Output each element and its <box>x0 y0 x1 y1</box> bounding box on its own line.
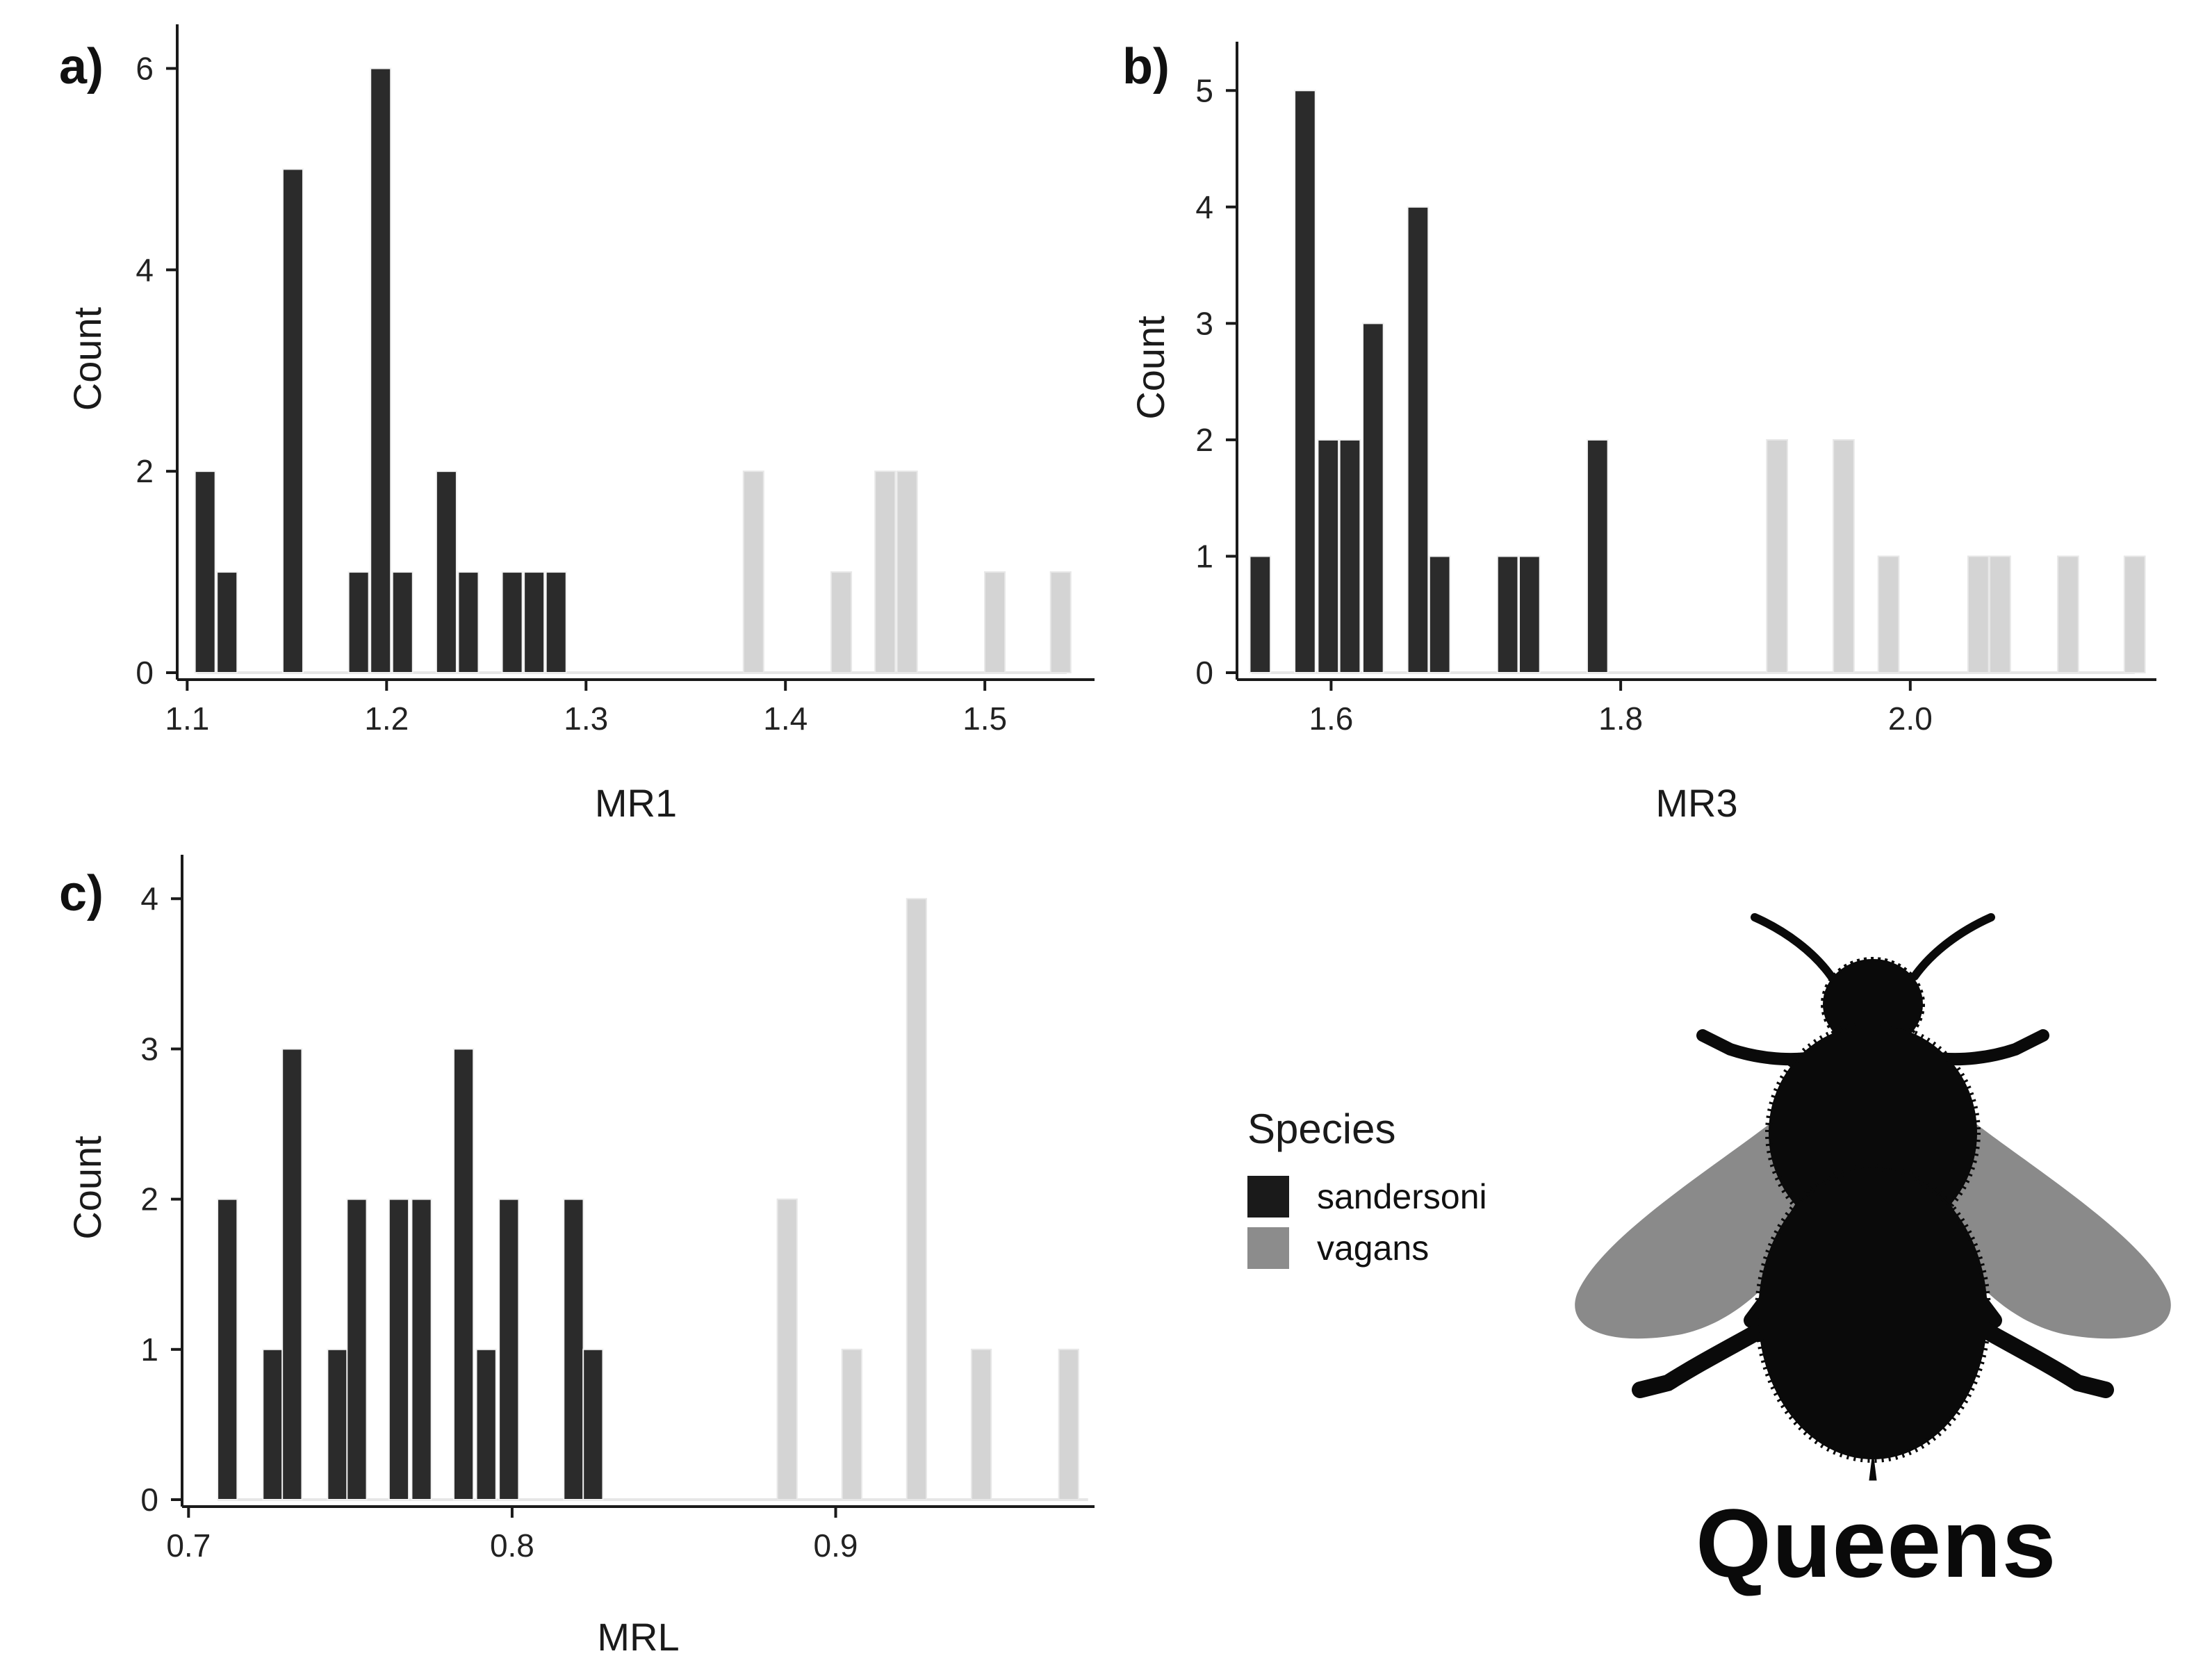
panel-c-y-tick-label: 1 <box>140 1331 158 1368</box>
panel-a-bar-sandersoni <box>194 470 216 674</box>
panel-c-bar-vagans <box>1058 1348 1079 1501</box>
panel-a-x-tick-label: 1.4 <box>763 700 808 737</box>
panel-c-bar-sandersoni <box>262 1348 284 1501</box>
panel-b-bar-sandersoni <box>1249 555 1272 673</box>
panel-c-y-tick-label: 4 <box>140 880 158 917</box>
panel-c-bar-vagans <box>970 1348 992 1501</box>
panel-c-bar-vagans <box>906 898 928 1500</box>
panel-c-y-tick-label: 2 <box>140 1181 158 1218</box>
panel-a-bar-vagans <box>1049 571 1072 673</box>
panel-b-y-tick-label: 1 <box>1195 538 1213 574</box>
panel-c-bar-sandersoni <box>411 1198 432 1500</box>
panel-a-bar-sandersoni <box>216 571 238 673</box>
panel-a-x-tick-label: 1.5 <box>962 700 1007 737</box>
panel-c-bar-vagans <box>776 1198 798 1500</box>
panel-c-bar-sandersoni <box>327 1348 348 1501</box>
panel-b-x-tick-label: 2.0 <box>1888 700 1933 737</box>
caption-queens: Queens <box>1696 1489 2057 1598</box>
panel-a-bar-vagans <box>742 470 764 674</box>
panel-c-bar-sandersoni <box>563 1198 584 1500</box>
panel-a-bar-sandersoni <box>281 168 304 673</box>
panel-a-bar-sandersoni <box>545 571 567 673</box>
panel-a-bar-sandersoni <box>523 571 546 673</box>
panel-c-bar-sandersoni <box>582 1348 604 1501</box>
legend-label-vagans: vagans <box>1317 1229 1429 1268</box>
panel-b-x-axis-title: MR3 <box>1655 781 1737 825</box>
panel-a-y-tick-label: 2 <box>136 453 154 489</box>
panel-c-x-tick-label: 0.9 <box>814 1527 858 1564</box>
panel-b-y-tick-label: 3 <box>1195 305 1213 341</box>
panel-c-bar-sandersoni <box>475 1348 497 1501</box>
panel-b-bar-sandersoni <box>1496 555 1519 673</box>
panel-a-x-tick-label: 1.3 <box>564 700 608 737</box>
panel-c-bar-vagans <box>841 1348 862 1501</box>
panel-a-bar-sandersoni <box>435 470 457 674</box>
panel-b-bar-vagans <box>1833 438 1855 673</box>
panel-c-bar-sandersoni <box>217 1198 238 1500</box>
panel-b-x-tick-label: 1.8 <box>1598 700 1643 737</box>
legend-item-vagans: vagans <box>1247 1222 1487 1274</box>
panel-a-label: a) <box>59 39 104 95</box>
panel-a-bar-vagans <box>830 571 853 673</box>
panel-b-bar-sandersoni <box>1428 555 1451 673</box>
panel-a-bar-sandersoni <box>347 571 370 673</box>
panel-c-y-tick-label: 3 <box>140 1031 158 1067</box>
bumblebee-silhouette-icon <box>1564 903 2182 1494</box>
panel-a-y-tick-label: 0 <box>136 655 154 691</box>
panel-b-y-axis-title: Count <box>1129 315 1172 420</box>
panel-b-y-tick-label: 4 <box>1195 189 1213 225</box>
panel-b-y-tick-label: 0 <box>1195 655 1213 691</box>
panel-a-x-axis-title: MR1 <box>595 781 677 825</box>
panel-a-bar-vagans <box>874 470 896 674</box>
species-legend: Species sandersoni vagans <box>1247 1105 1487 1274</box>
panel-a-bar-sandersoni <box>457 571 480 673</box>
panel-b-bar-sandersoni <box>1586 438 1609 673</box>
panel-b-bar-vagans <box>1989 555 2011 673</box>
panel-c-bar-sandersoni <box>498 1198 520 1500</box>
panel-b-bar-vagans <box>1766 438 1788 673</box>
panel-a-y-tick-label: 6 <box>136 50 154 86</box>
panel-b-bar-sandersoni <box>1338 438 1361 673</box>
panel-b-bar-sandersoni <box>1294 90 1316 673</box>
legend-key-sandersoni <box>1247 1176 1289 1218</box>
panel-c-bar-sandersoni <box>346 1198 368 1500</box>
panel-c-y-axis-title: Count <box>65 1136 109 1240</box>
legend-title: Species <box>1247 1106 1396 1152</box>
legend-key-vagans <box>1247 1227 1289 1269</box>
panel-a-x-tick-label: 1.1 <box>165 700 209 737</box>
panel-a-y-axis-title: Count <box>65 306 109 411</box>
panel-c-bar-sandersoni <box>281 1048 303 1500</box>
panel-b-bar-vagans <box>2123 555 2146 673</box>
panel-c-bar-sandersoni <box>452 1048 475 1500</box>
panel-b-bar-vagans <box>2057 555 2079 673</box>
panel-b-label: b) <box>1122 39 1170 95</box>
panel-b-bar-sandersoni <box>1407 206 1429 673</box>
panel-c-x-tick-label: 0.8 <box>490 1527 534 1564</box>
legend-label-sandersoni: sandersoni <box>1317 1177 1487 1216</box>
panel-c-y-tick-label: 0 <box>140 1482 158 1518</box>
panel-b-y-tick-label: 5 <box>1195 72 1213 108</box>
panel-b-bar-sandersoni <box>1317 438 1340 673</box>
panel-c-x-axis-title: MRL <box>597 1615 679 1656</box>
legend-item-sandersoni: sandersoni <box>1247 1171 1487 1222</box>
panel-b-bar-sandersoni <box>1361 322 1384 673</box>
panel-a-y-tick-label: 4 <box>136 252 154 288</box>
panel-c-label: c) <box>59 866 104 921</box>
panel-c-bar-sandersoni <box>388 1198 410 1500</box>
panel-b-y-tick-label: 2 <box>1195 422 1213 458</box>
panel-a-bar-vagans <box>896 470 918 674</box>
panel-a-bar-sandersoni <box>391 571 413 673</box>
panel-b-bar-vagans <box>1967 555 1990 673</box>
panel-b-bar-vagans <box>1877 555 1900 673</box>
panel-a-bar-vagans <box>984 571 1006 673</box>
panel-a-bar-sandersoni <box>501 571 523 673</box>
panel-c-x-tick-label: 0.7 <box>166 1527 211 1564</box>
panel-b-bar-sandersoni <box>1518 555 1541 673</box>
panel-a-x-tick-label: 1.2 <box>364 700 409 737</box>
panel-b-x-tick-label: 1.6 <box>1309 700 1353 737</box>
panel-a-bar-sandersoni <box>370 67 392 673</box>
